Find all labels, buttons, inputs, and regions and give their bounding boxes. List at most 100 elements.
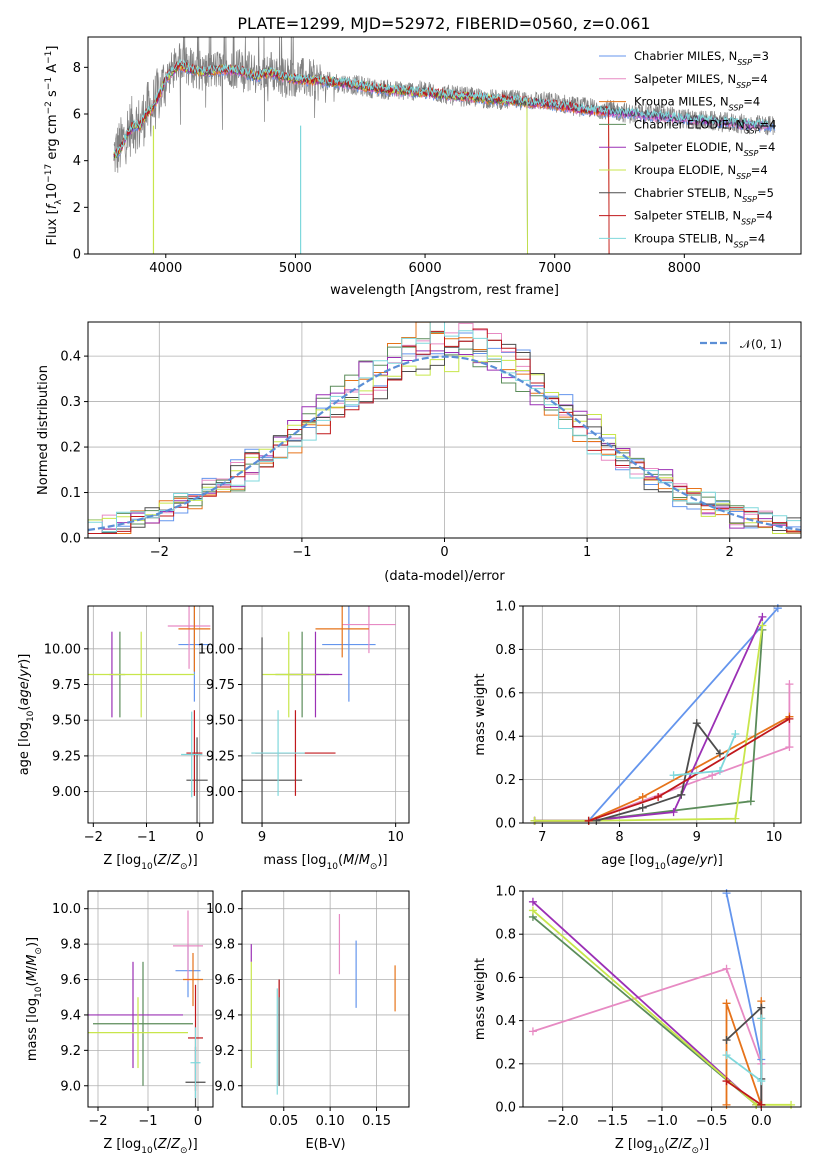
y-tick-label: 9.00 bbox=[52, 785, 81, 800]
label-part: / bbox=[678, 1137, 683, 1152]
legend-sub: SSP bbox=[729, 103, 744, 112]
label-part: )] bbox=[25, 937, 40, 947]
y-tick-label: 0.2 bbox=[60, 441, 81, 456]
weight-point-marker bbox=[785, 743, 794, 752]
x-tick-label: −2 bbox=[84, 830, 103, 845]
weight-point-marker bbox=[757, 1003, 766, 1012]
x-tick-label: −1 bbox=[292, 545, 311, 560]
label-part: Z bbox=[170, 853, 181, 868]
label-part: E(B-V) bbox=[305, 1137, 345, 1152]
x-tick-label: 10 bbox=[387, 830, 404, 845]
y-tick-label: 10.00 bbox=[44, 642, 81, 657]
error-point bbox=[181, 711, 203, 798]
x-tick-label: 4000 bbox=[149, 261, 182, 276]
error-point bbox=[178, 606, 211, 672]
legend-sub: SSP bbox=[744, 149, 759, 158]
weight-point-marker bbox=[722, 1051, 731, 1060]
label-part: ⊙ bbox=[34, 947, 44, 955]
x-axis-label: Z [log10(Z/Z⊙)] bbox=[103, 1137, 197, 1156]
y-tick-label: 9.2 bbox=[60, 1044, 81, 1059]
y-tick-label: 1.0 bbox=[495, 600, 516, 615]
legend-text: Kroupa ELODIE, N bbox=[634, 163, 736, 177]
weight-point-marker bbox=[715, 749, 724, 758]
weight-point-marker bbox=[758, 621, 767, 630]
label-part: 10 bbox=[654, 862, 666, 872]
y-axis-label: Flux [fλ10−17 erg cm−2 s−1 A−1] bbox=[44, 46, 64, 246]
y-tick-label: 10.0 bbox=[52, 902, 81, 917]
legend-sub: SSP bbox=[734, 240, 749, 249]
label-part: 10 bbox=[327, 862, 339, 872]
legend-label: Salpeter STELIB, NSSP=4 bbox=[634, 209, 773, 227]
label-part: Z bbox=[157, 853, 168, 868]
y-tick-label: 4 bbox=[73, 154, 81, 169]
label-part: 10 bbox=[141, 862, 153, 872]
legend-text: =4 bbox=[748, 231, 765, 245]
legend-text: Salpeter STELIB, N bbox=[634, 209, 741, 223]
legend-text: Salpeter ELODIE, N bbox=[634, 140, 744, 154]
x-tick-label: 0.0 bbox=[751, 1114, 772, 1129]
x-axis-label: (data-model)/error bbox=[384, 569, 505, 584]
plot-frame bbox=[241, 605, 410, 824]
label-part: )] bbox=[713, 853, 723, 868]
weight-point-marker bbox=[746, 797, 755, 806]
weight-point-marker bbox=[530, 816, 539, 825]
y-tick-label: 2 bbox=[73, 201, 81, 216]
y-tick-label: 0.4 bbox=[495, 1014, 516, 1029]
x-tick-label: −1 bbox=[137, 830, 156, 845]
error-point bbox=[88, 631, 195, 718]
weight-point-marker bbox=[722, 1077, 731, 1086]
label-part: ] bbox=[45, 46, 60, 51]
x-tick-label: 0.05 bbox=[269, 1114, 298, 1129]
legend-label: 𝒩(0, 1) bbox=[740, 337, 782, 351]
legend-text: Kroupa MILES, N bbox=[634, 95, 729, 109]
weight-point-marker bbox=[638, 792, 647, 801]
label-part: 10 bbox=[45, 183, 60, 200]
weight-point-marker bbox=[715, 766, 724, 775]
label-part: M bbox=[25, 955, 40, 966]
legend-label: Chabrier STELIB, NSSP=5 bbox=[634, 186, 774, 204]
legend-label: Chabrier MILES, NSSP=3 bbox=[634, 49, 769, 67]
plot-frame bbox=[87, 321, 802, 539]
y-axis-label: mass [log10(M/M⊙)] bbox=[25, 937, 44, 1061]
x-tick-label: 5000 bbox=[279, 261, 312, 276]
weight-point-marker bbox=[669, 771, 678, 780]
label-part: ⊙ bbox=[370, 862, 378, 872]
legend-text: =4 bbox=[751, 163, 768, 177]
legend-text: Kroupa STELIB, N bbox=[634, 231, 734, 245]
y-tick-label: 9.50 bbox=[206, 714, 235, 729]
weight-point-marker bbox=[669, 808, 678, 817]
label-part: / bbox=[354, 853, 359, 868]
error-point bbox=[88, 961, 183, 1069]
label-part: A bbox=[45, 64, 60, 77]
weight-point-marker bbox=[785, 680, 794, 689]
normal-reference-curve bbox=[87, 355, 802, 532]
y-tick-label: 0.8 bbox=[495, 928, 516, 943]
x-axis-label: E(B-V) bbox=[305, 1137, 345, 1152]
label-part: mass [log bbox=[263, 853, 326, 868]
legend-text: =5 bbox=[757, 186, 774, 200]
x-axis-label: Z [log10(Z/Z⊙)] bbox=[103, 853, 197, 872]
y-tick-label: 10.00 bbox=[198, 642, 235, 657]
weight-point-marker bbox=[692, 719, 701, 728]
x-tick-label: 0.10 bbox=[316, 1114, 345, 1129]
error-point bbox=[173, 910, 203, 982]
y-tick-label: 0.4 bbox=[495, 730, 516, 745]
label-part: λ bbox=[54, 199, 64, 205]
x-tick-label: −2 bbox=[150, 545, 169, 560]
residual-histogram bbox=[88, 322, 801, 534]
y-tick-label: 9.2 bbox=[214, 1044, 235, 1059]
y-tick-label: 0.0 bbox=[495, 817, 516, 832]
weight-point-marker bbox=[731, 814, 740, 823]
y-tick-label: 9.4 bbox=[214, 1008, 235, 1023]
residual-histogram bbox=[88, 339, 801, 534]
weight-point-marker bbox=[787, 1100, 796, 1109]
plot-frame bbox=[87, 605, 214, 824]
error-point bbox=[251, 710, 305, 796]
legend-text: Chabrier ELODIE, N bbox=[634, 117, 745, 131]
label-part: Z bbox=[682, 1137, 693, 1152]
legend-label: Salpeter ELODIE, NSSP=4 bbox=[634, 140, 775, 158]
x-tick-label: 9 bbox=[258, 830, 266, 845]
weight-point-marker bbox=[722, 999, 731, 1008]
